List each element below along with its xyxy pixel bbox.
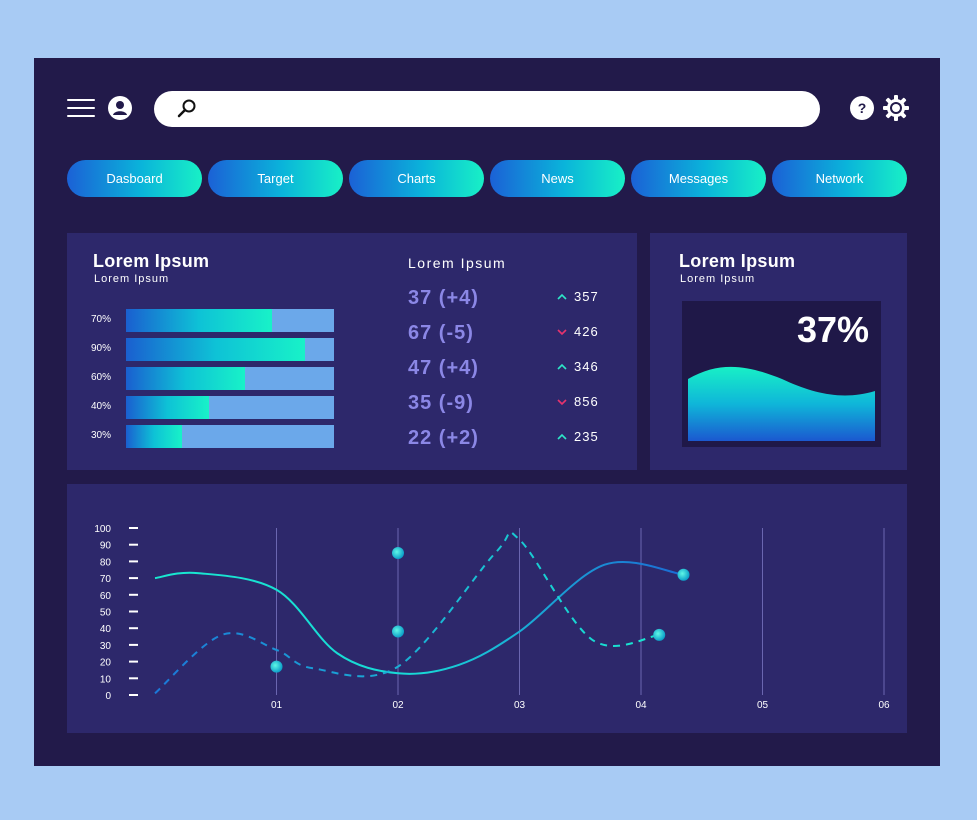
stat-value: 47 (+4) (408, 357, 479, 379)
gauge-area-wave (688, 366, 875, 441)
y-tick-label: 20 (100, 658, 112, 669)
progress-bar-row: 60% (91, 367, 337, 391)
data-point-marker[interactable] (392, 547, 404, 560)
progress-bar-track (126, 309, 334, 332)
trend-down-icon (557, 329, 567, 336)
y-tick-label: 10 (100, 674, 112, 685)
progress-bar-track (126, 338, 334, 361)
search-icon[interactable] (176, 98, 198, 120)
x-tick-label: 06 (878, 700, 890, 711)
y-tick-label: 80 (100, 557, 112, 568)
x-tick-label: 05 (757, 700, 769, 711)
gauge-value: 37% (796, 309, 869, 350)
stat-row: 35 (-9) 856 (408, 392, 608, 422)
tab-target[interactable]: Target (208, 160, 343, 197)
trend-up-icon (557, 363, 567, 370)
stat-row: 22 (+2) 235 (408, 427, 608, 457)
stat-value: 67 (-5) (408, 322, 474, 344)
progress-bar-label: 90% (91, 343, 112, 354)
trend-up-icon (557, 293, 567, 300)
dashboard-frame: ? Dasboard Target Charts News Messages N… (34, 58, 940, 766)
series-line-solid (154, 560, 684, 675)
y-tick-label: 30 (100, 641, 112, 652)
stat-count: 856 (574, 394, 599, 409)
y-tick-label: 0 (105, 691, 111, 702)
progress-bar-label: 70% (91, 314, 112, 325)
nav-tabs: Dasboard Target Charts News Messages Net… (67, 160, 909, 197)
progress-bar-track (126, 425, 334, 448)
progress-bar-row: 40% (91, 396, 337, 420)
top-bar: ? (34, 58, 940, 158)
y-tick-label: 60 (100, 591, 112, 602)
progress-bar-track (126, 396, 334, 419)
stat-count: 357 (574, 289, 599, 304)
y-tick-label: 40 (100, 624, 112, 635)
search-bar[interactable] (154, 91, 820, 127)
hamburger-menu-icon[interactable] (67, 99, 95, 119)
y-tick-label: 90 (100, 541, 112, 552)
progress-bar-label: 30% (91, 430, 112, 441)
bars-panel-title: Lorem Ipsum (93, 251, 210, 271)
stat-count: 346 (574, 359, 599, 374)
stat-row: 37 (+4) 357 (408, 287, 608, 317)
progress-bar-fill (126, 425, 183, 448)
series-line-dashed (154, 531, 660, 695)
trend-down-icon (557, 399, 567, 406)
data-point-marker[interactable] (653, 628, 666, 641)
tab-messages[interactable]: Messages (631, 160, 766, 197)
gear-icon[interactable] (883, 95, 909, 121)
y-tick-label: 70 (100, 574, 112, 585)
x-tick-label: 03 (514, 700, 526, 711)
stat-value: 37 (+4) (408, 287, 479, 309)
help-icon[interactable]: ? (850, 96, 874, 120)
stats-title: Lorem Ipsum (408, 255, 507, 271)
user-avatar-icon[interactable] (108, 96, 132, 120)
gauge-panel-title: Lorem Ipsum (679, 251, 796, 271)
progress-bar-track (126, 367, 334, 390)
progress-bar-row: 90% (91, 338, 337, 362)
y-tick-label: 50 (100, 608, 112, 619)
area-gauge: 37% (682, 301, 881, 447)
trend-up-icon (557, 433, 567, 440)
tab-dashboard[interactable]: Dasboard (67, 160, 202, 197)
x-tick-label: 04 (635, 700, 647, 711)
line-chart-panel: 01 02 03 04 05 06 0 10 20 30 40 50 60 70 80 90 100 (67, 484, 907, 733)
data-point-marker[interactable] (392, 625, 404, 638)
bars-panel-subtitle: Lorem Ipsum (94, 273, 170, 285)
x-tick-label: 02 (392, 700, 404, 711)
progress-bar-fill (126, 338, 305, 361)
x-tick-label: 01 (271, 700, 283, 711)
line-chart: 01 02 03 04 05 06 0 10 20 30 40 50 60 70 80 90 100 (94, 524, 890, 711)
y-tick-label: 100 (94, 524, 111, 535)
progress-bar-label: 40% (91, 401, 112, 412)
data-point-marker[interactable] (270, 660, 283, 673)
progress-bar-row: 70% (91, 309, 337, 333)
tab-charts[interactable]: Charts (349, 160, 484, 197)
progress-bar-row: 30% (91, 425, 337, 449)
stat-count: 235 (574, 429, 599, 444)
stat-row: 47 (+4) 346 (408, 357, 608, 387)
search-input[interactable] (206, 97, 800, 123)
bars-stats-panel: Lorem Ipsum Lorem Ipsum 70% 90% 60% 40% … (67, 233, 637, 470)
tab-network[interactable]: Network (772, 160, 907, 197)
data-point-marker[interactable] (677, 568, 690, 581)
gauge-panel-subtitle: Lorem Ipsum (680, 273, 756, 285)
tab-news[interactable]: News (490, 160, 625, 197)
stat-count: 426 (574, 324, 599, 339)
progress-bar-fill (126, 309, 272, 332)
stat-value: 22 (+2) (408, 427, 479, 449)
gauge-panel: Lorem Ipsum Lorem Ipsum 37% (650, 233, 907, 470)
stat-value: 35 (-9) (408, 392, 474, 414)
stat-row: 67 (-5) 426 (408, 322, 608, 352)
progress-bar-fill (126, 396, 210, 419)
help-icon-label: ? (858, 100, 867, 116)
progress-bar-label: 60% (91, 372, 112, 383)
progress-bar-fill (126, 367, 245, 390)
